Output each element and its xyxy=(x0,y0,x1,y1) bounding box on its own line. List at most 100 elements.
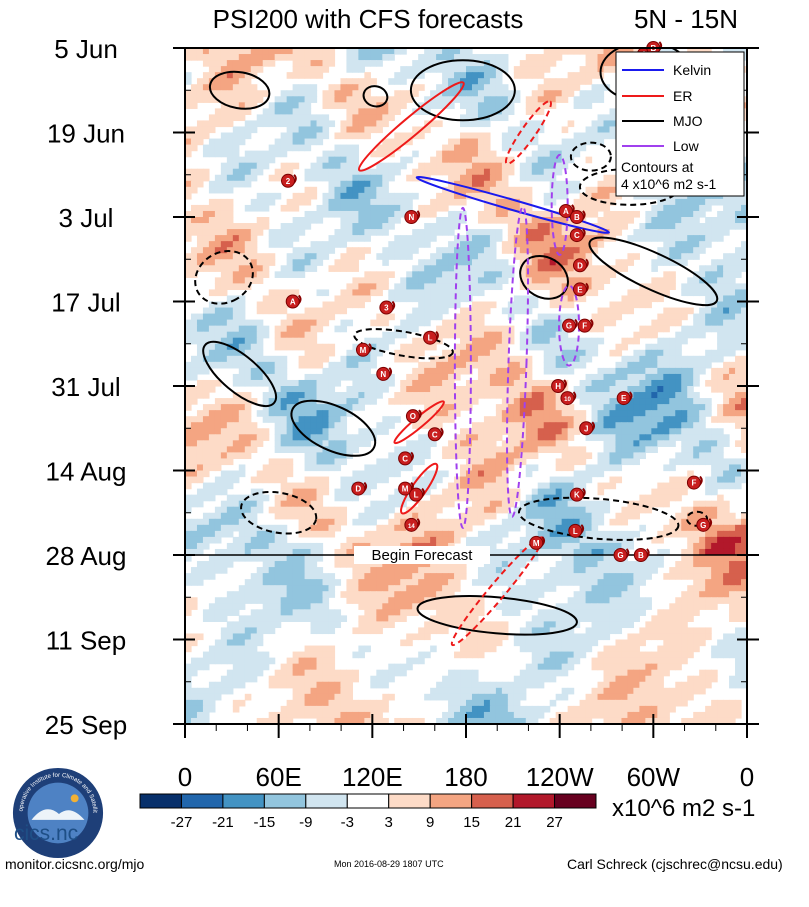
shading-cell xyxy=(460,307,467,315)
shading-cell xyxy=(442,48,449,55)
shading-cell xyxy=(561,150,569,158)
shading-cell xyxy=(609,174,617,182)
shading-cell xyxy=(202,325,210,333)
shading-cell xyxy=(185,223,192,230)
shading-cell xyxy=(591,210,599,218)
shading-cell xyxy=(477,289,485,297)
shading-cell xyxy=(226,494,234,502)
shading-cell xyxy=(256,204,264,212)
shading-cell xyxy=(442,494,449,502)
shading-cell xyxy=(621,210,629,218)
shading-cell xyxy=(226,265,234,272)
shading-cell xyxy=(304,500,312,508)
shading-cell xyxy=(382,379,389,387)
shading-cell xyxy=(262,398,270,405)
shading-cell xyxy=(579,48,587,55)
shading-cell xyxy=(346,217,354,224)
shading-cell xyxy=(406,295,413,303)
shading-cell xyxy=(669,349,676,357)
shading-cell xyxy=(579,416,587,423)
shading-cell xyxy=(400,198,407,206)
shading-cell xyxy=(436,277,443,284)
shading-cell xyxy=(232,470,240,478)
shading-cell xyxy=(304,452,312,460)
shading-cell xyxy=(328,434,336,441)
shading-cell xyxy=(573,361,581,369)
shading-cell xyxy=(370,506,377,514)
shading-cell xyxy=(555,54,563,61)
shading-cell xyxy=(280,102,288,109)
shading-cell xyxy=(645,434,652,441)
shading-cell xyxy=(579,192,587,200)
shading-cell xyxy=(334,416,342,423)
shading-cell xyxy=(567,247,575,254)
shading-cell xyxy=(292,102,300,109)
shading-cell xyxy=(741,446,747,453)
shading-cell xyxy=(376,289,383,297)
shading-cell xyxy=(226,259,234,266)
shading-cell xyxy=(250,90,258,97)
shading-cell xyxy=(723,349,730,357)
shading-cell xyxy=(501,361,509,369)
shading-cell xyxy=(364,392,371,399)
shading-cell xyxy=(663,500,670,508)
shading-cell xyxy=(477,174,485,182)
shading-cell xyxy=(442,150,449,158)
shading-cell xyxy=(316,120,324,128)
shading-cell xyxy=(256,349,264,357)
shading-cell xyxy=(364,488,371,496)
shading-cell xyxy=(208,126,216,134)
shading-cell xyxy=(591,66,599,73)
shading-cell xyxy=(549,96,557,103)
shading-cell xyxy=(250,277,258,284)
shading-cell xyxy=(699,271,706,278)
shading-cell xyxy=(675,416,682,423)
shading-cell xyxy=(501,108,509,115)
shading-cell xyxy=(185,470,192,478)
shading-cell xyxy=(735,410,742,417)
shading-cell xyxy=(448,367,455,375)
shading-cell xyxy=(185,186,192,194)
shading-cell xyxy=(424,229,431,236)
shading-cell xyxy=(334,494,342,502)
shading-cell xyxy=(310,355,318,363)
shading-cell xyxy=(525,373,533,381)
shading-cell xyxy=(382,247,389,254)
shading-cell xyxy=(585,186,593,194)
shading-cell xyxy=(454,78,461,85)
shading-cell xyxy=(483,482,491,490)
shading-cell xyxy=(364,247,371,254)
shading-cell xyxy=(573,386,581,393)
shading-cell xyxy=(609,476,617,484)
shading-cell xyxy=(615,349,623,357)
shading-cell xyxy=(591,410,599,417)
shading-cell xyxy=(304,325,312,333)
shading-cell xyxy=(471,78,479,85)
shading-cell xyxy=(489,192,497,200)
shading-cell xyxy=(705,295,712,303)
shading-cell xyxy=(262,192,270,200)
shading-cell xyxy=(346,162,354,170)
shading-cell xyxy=(304,355,312,363)
shading-cell xyxy=(633,422,640,429)
shading-cell xyxy=(238,156,246,164)
shading-cell xyxy=(448,289,455,297)
shading-cell xyxy=(214,186,222,194)
shading-cell xyxy=(597,271,605,278)
shading-cell xyxy=(561,253,569,260)
shading-cell xyxy=(723,265,730,272)
shading-cell xyxy=(735,482,742,490)
shading-cell xyxy=(693,458,700,466)
shading-cell xyxy=(424,289,431,297)
shading-cell xyxy=(681,386,688,393)
shading-cell xyxy=(316,210,324,218)
shading-cell xyxy=(274,434,282,441)
shading-cell xyxy=(208,361,216,369)
shading-cell xyxy=(663,367,670,375)
shading-cell xyxy=(238,114,246,122)
shading-cell xyxy=(741,416,747,423)
shading-cell xyxy=(196,180,204,188)
shading-cell xyxy=(561,386,569,393)
shading-cell xyxy=(244,84,252,91)
shading-cell xyxy=(358,295,365,303)
